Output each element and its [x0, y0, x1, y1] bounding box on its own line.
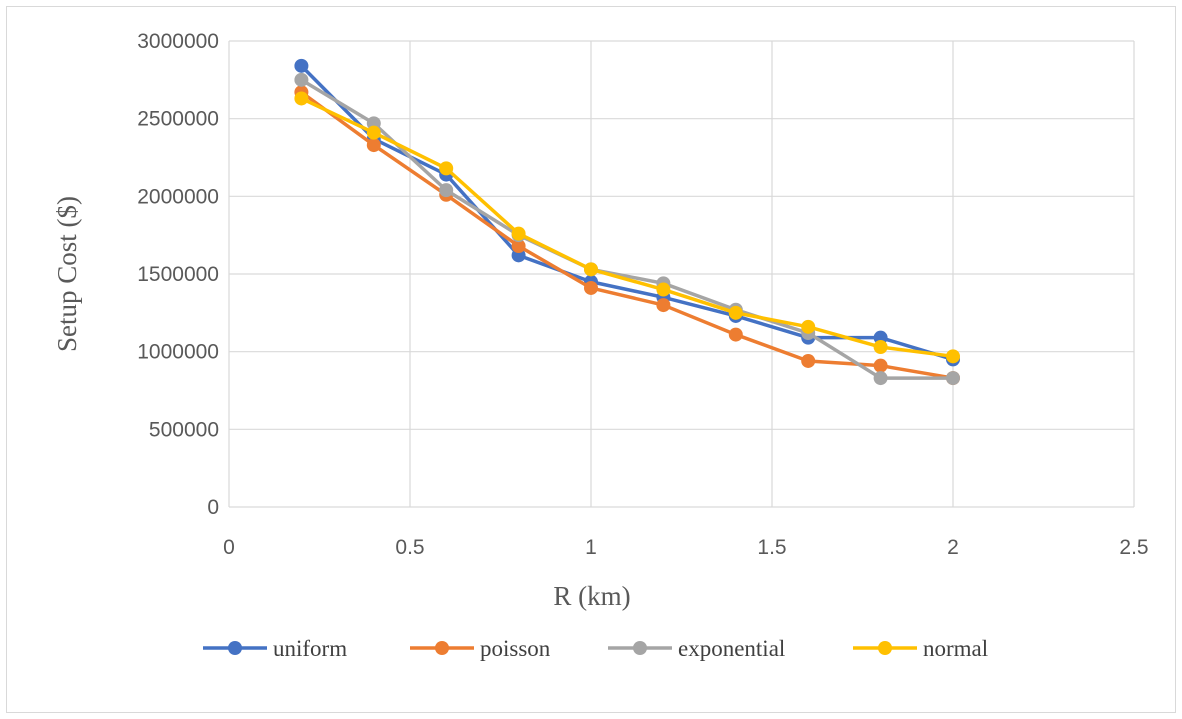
data-point-uniform: [294, 58, 309, 73]
data-point-poisson: [366, 138, 381, 153]
x-tick-label: 2: [947, 536, 959, 559]
y-tick-label: 1500000: [137, 263, 219, 286]
data-point-exponential: [873, 371, 888, 386]
legend-label: uniform: [273, 636, 347, 661]
y-tick-label: 0: [207, 496, 219, 519]
data-point-normal: [873, 340, 888, 355]
series-uniform: [294, 58, 960, 367]
y-tick-label: 3000000: [137, 30, 219, 53]
data-point-poisson: [801, 353, 816, 368]
legend-marker: [878, 641, 892, 655]
data-point-poisson: [656, 298, 671, 313]
legend: uniform poisson exponential normal: [203, 636, 988, 661]
y-tick-label: 2000000: [137, 185, 219, 208]
data-point-poisson: [873, 358, 888, 373]
legend-label: exponential: [678, 636, 785, 661]
series-normal: [294, 91, 960, 364]
data-point-normal: [294, 91, 309, 106]
legend-item-exponential: exponential: [608, 636, 785, 661]
data-point-exponential: [946, 371, 960, 386]
y-tick-label: 1000000: [137, 341, 219, 364]
data-point-normal: [728, 305, 743, 320]
data-point-normal: [439, 161, 454, 176]
data-point-normal: [584, 262, 598, 277]
legend-label: poisson: [480, 636, 551, 661]
y-tick-label: 2500000: [137, 108, 219, 131]
series-line-exponential: [299, 78, 955, 380]
x-tick-label: 2.5: [1119, 536, 1148, 559]
x-tick-label: 0.5: [395, 536, 424, 559]
legend-item-normal: normal: [853, 636, 988, 661]
data-point-normal: [366, 125, 381, 140]
data-point-normal: [801, 319, 816, 334]
series-line-poisson: [299, 90, 955, 380]
data-point-normal: [946, 349, 960, 364]
legend-label: normal: [923, 636, 988, 661]
tick-labels: 0 500000 1000000 1500000 2000000 2500000 30000…: [137, 30, 1148, 559]
series-layer: [294, 58, 960, 386]
legend-marker: [633, 641, 647, 655]
x-tick-label: 1.5: [757, 536, 786, 559]
legend-marker: [435, 641, 449, 655]
data-point-normal: [511, 226, 526, 241]
series-line-normal: [299, 96, 955, 359]
data-point-poisson: [511, 239, 526, 254]
legend-marker: [228, 641, 242, 655]
data-point-poisson: [584, 280, 598, 295]
x-tick-label: 0: [223, 536, 235, 559]
y-tick-label: 500000: [149, 418, 219, 441]
grid-layer: [228, 40, 1135, 508]
y-axis-title: Setup Cost ($): [52, 196, 82, 352]
legend-item-poisson: poisson: [410, 636, 551, 661]
x-tick-label: 1: [585, 536, 597, 559]
data-point-exponential: [439, 183, 454, 198]
legend-item-uniform: uniform: [203, 636, 347, 661]
x-axis-title: R (km): [553, 581, 630, 611]
data-point-normal: [656, 282, 671, 297]
data-point-poisson: [728, 327, 743, 342]
data-point-exponential: [294, 72, 309, 87]
series-line-uniform: [299, 64, 955, 362]
